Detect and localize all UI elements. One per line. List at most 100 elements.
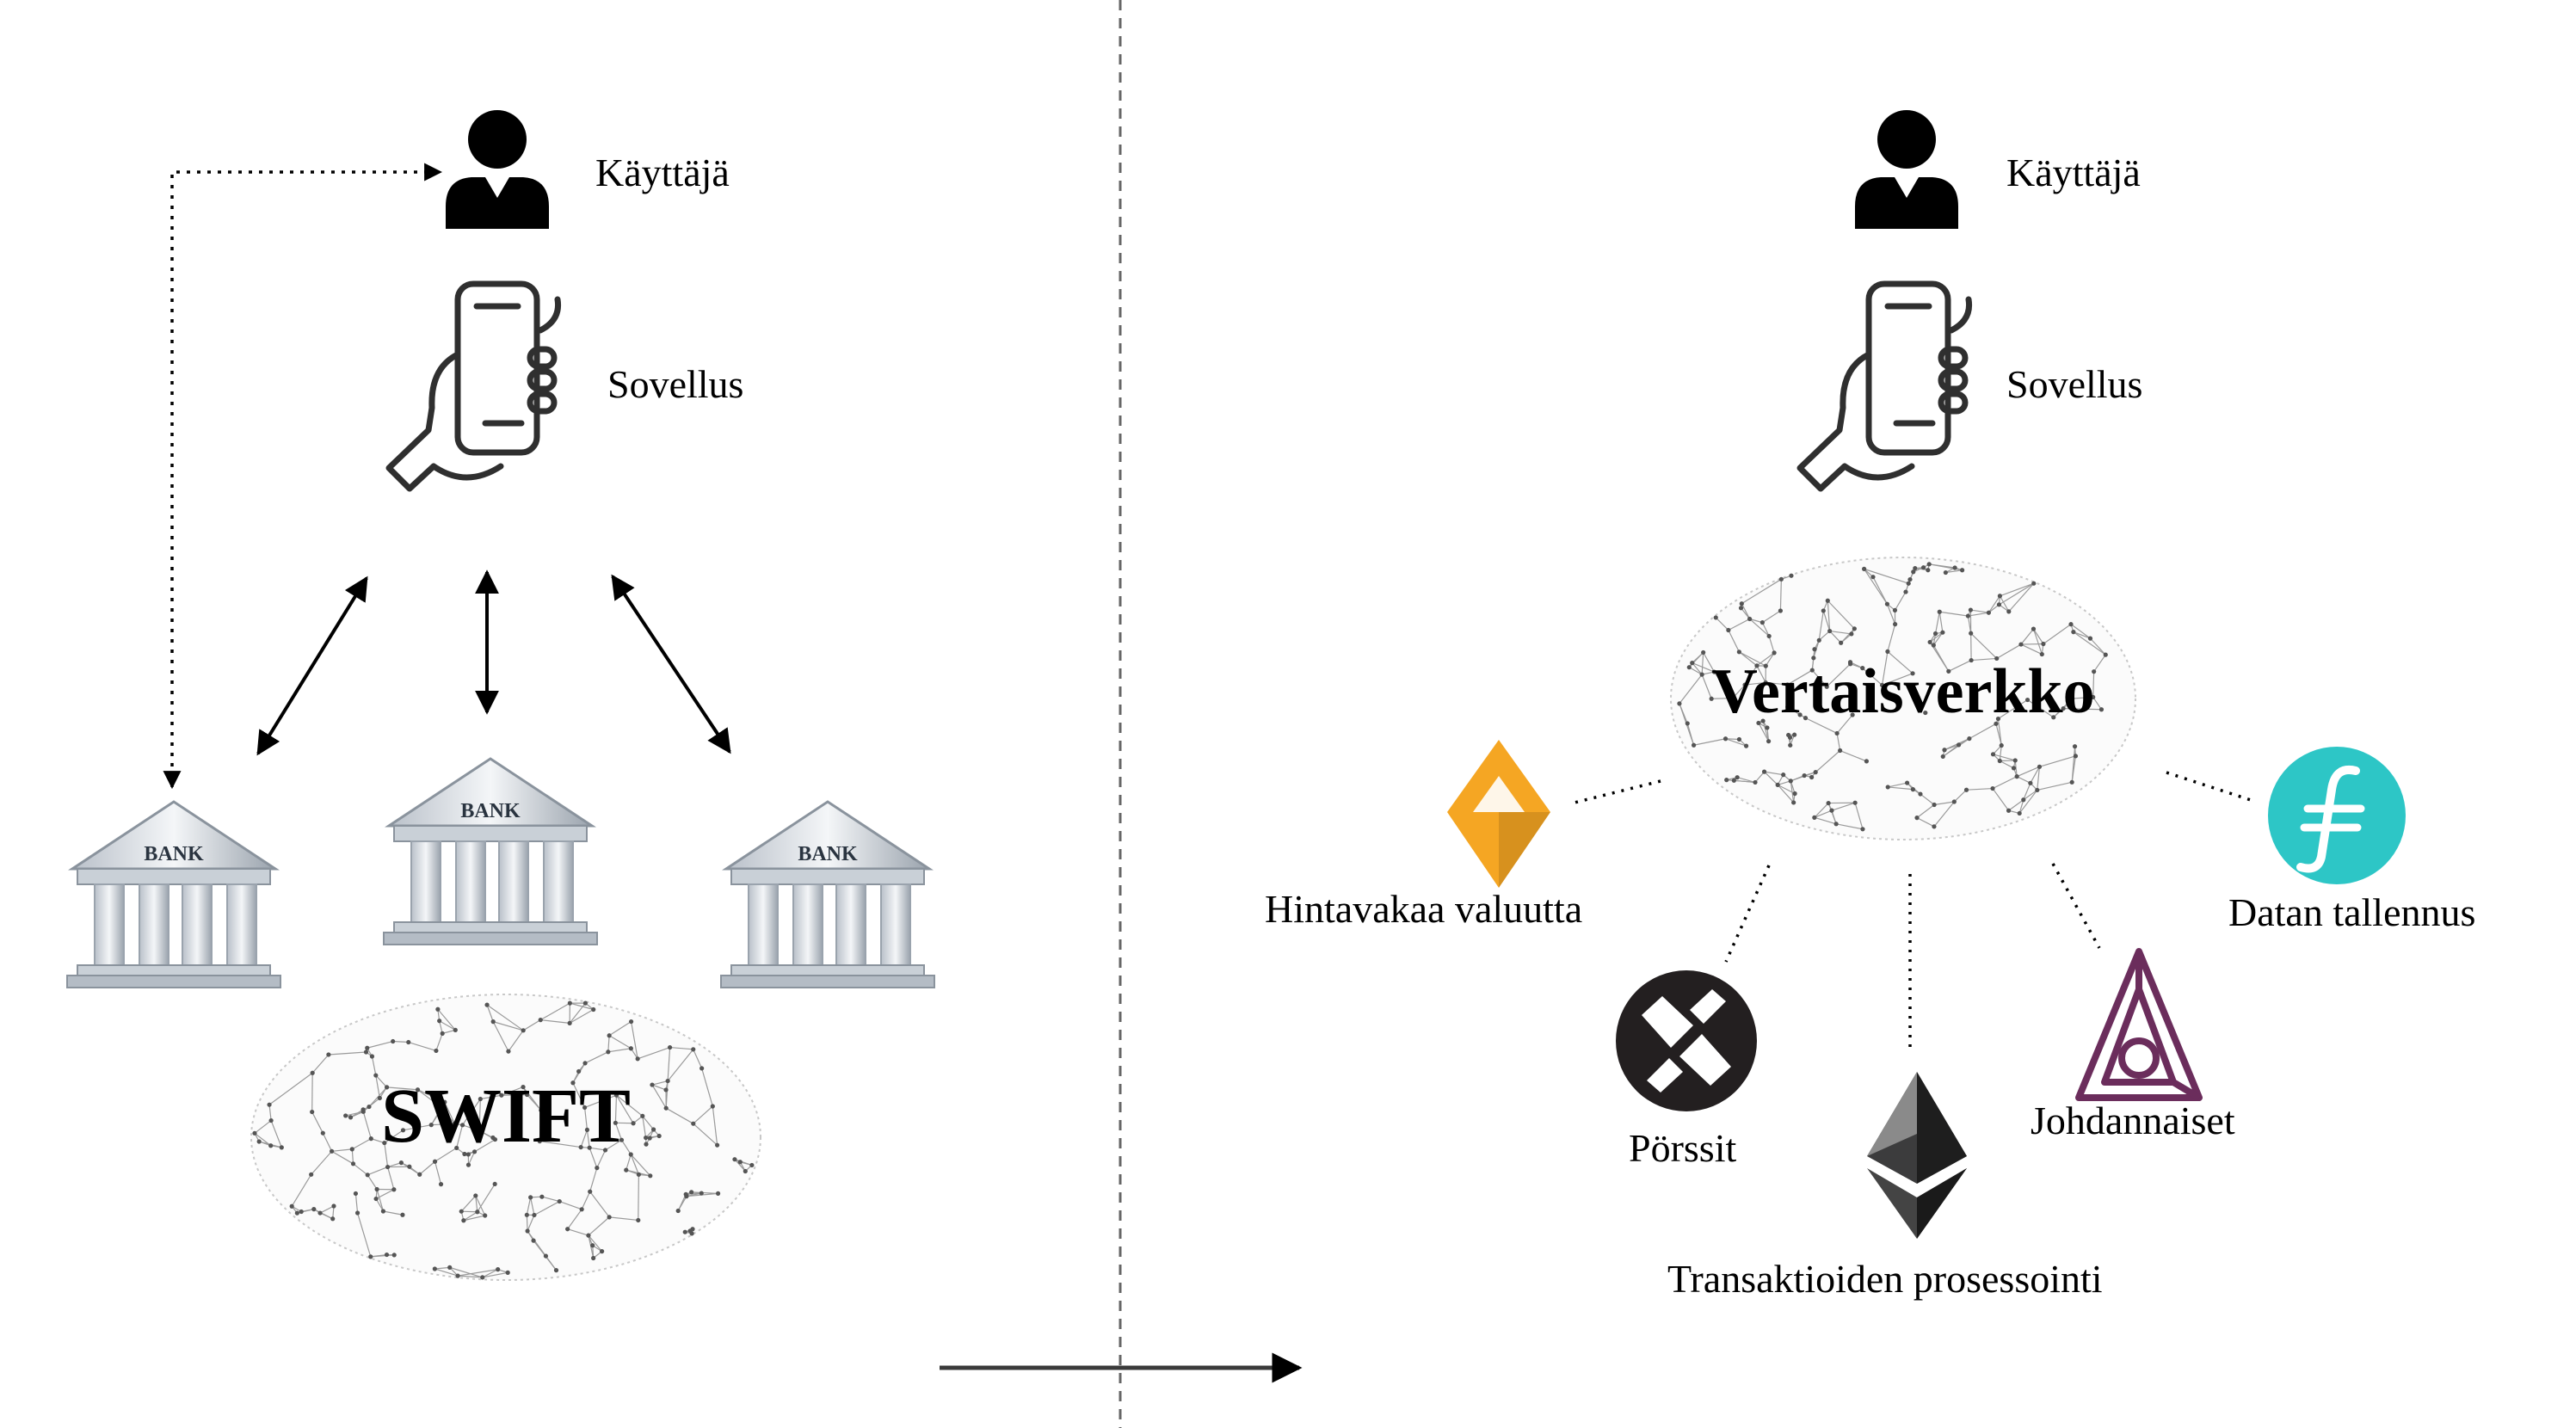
p2p-network-mesh — [1670, 557, 2136, 840]
network-node — [440, 1031, 445, 1036]
network-link — [351, 1148, 354, 1164]
network-link — [467, 1151, 476, 1166]
bank-icon-center — [382, 757, 599, 946]
network-link — [354, 1193, 359, 1214]
network-node — [289, 1203, 294, 1209]
network-node — [715, 1142, 720, 1148]
network-link — [638, 1174, 639, 1221]
network-node — [434, 1048, 439, 1054]
network-node — [317, 1210, 323, 1216]
network-node — [343, 1113, 348, 1118]
network-node — [1709, 696, 1714, 701]
network-link — [1778, 780, 1791, 785]
network-link — [1826, 663, 1852, 687]
network-node — [1994, 721, 1999, 726]
network-link — [1818, 631, 1831, 641]
network-link — [2073, 631, 2091, 639]
network-link — [1728, 630, 1740, 653]
network-link — [392, 1040, 409, 1043]
network-node — [1921, 565, 1926, 570]
network-node — [252, 1130, 257, 1136]
network-node — [385, 1164, 391, 1170]
network-node — [380, 1209, 386, 1214]
network-link — [614, 1095, 618, 1123]
network-node — [1885, 785, 1890, 790]
network-node — [1969, 657, 1974, 663]
network-link — [492, 1021, 509, 1052]
network-link — [2072, 696, 2093, 699]
network-node — [1997, 758, 2002, 764]
network-node — [1781, 772, 1786, 778]
network-node — [650, 1082, 655, 1087]
network-link — [1756, 652, 1775, 667]
network-link — [693, 1049, 703, 1069]
network-node — [1760, 718, 1766, 723]
network-node — [2031, 581, 2037, 586]
network-node — [567, 1000, 572, 1006]
network-node — [553, 1268, 559, 1273]
network-link — [387, 1166, 395, 1190]
network-node — [442, 1099, 447, 1105]
network-link — [375, 1074, 388, 1088]
network-node — [624, 1167, 629, 1173]
network-link — [1754, 771, 1766, 783]
network-link — [642, 1116, 647, 1138]
network-node — [2017, 810, 2022, 816]
network-node — [368, 1136, 373, 1142]
network-node — [1775, 782, 1780, 787]
network-link — [475, 1195, 486, 1216]
network-node — [644, 1135, 649, 1141]
network-link — [478, 1099, 481, 1131]
network-node — [268, 1143, 274, 1148]
network-node — [438, 1182, 444, 1187]
network-link — [268, 1072, 313, 1105]
network-link — [1836, 714, 1853, 734]
network-link — [1814, 809, 1833, 818]
network-link — [2092, 697, 2102, 711]
network-link — [2016, 766, 2040, 778]
network-node — [1829, 808, 1834, 813]
network-link — [2014, 760, 2018, 777]
network-link — [1854, 803, 1864, 829]
network-link — [533, 1201, 560, 1216]
network-link — [530, 1197, 535, 1216]
left-app-label: Sovellus — [607, 362, 744, 406]
network-link — [2071, 746, 2076, 783]
network-node — [1918, 791, 1923, 797]
network-node — [2006, 808, 2012, 813]
network-node — [1926, 562, 1932, 567]
network-link — [1887, 650, 1914, 674]
network-link — [1703, 652, 1715, 673]
network-link — [615, 1094, 634, 1124]
network-link — [1814, 803, 1829, 818]
network-node — [299, 1209, 304, 1215]
network-node — [1999, 742, 2004, 748]
network-link — [1872, 576, 1888, 605]
network-link — [1732, 684, 1746, 699]
network-node — [1739, 601, 1744, 606]
network-node — [1997, 594, 2003, 599]
network-node — [1738, 606, 1744, 611]
network-node — [256, 1139, 262, 1144]
network-link — [1701, 674, 1712, 699]
network-link — [1725, 738, 1747, 747]
network-link — [1713, 671, 1734, 699]
network-node — [1852, 626, 1857, 631]
network-link — [2063, 707, 2102, 711]
network-node — [373, 1196, 379, 1202]
network-node — [565, 1227, 570, 1232]
network-node — [1811, 656, 1816, 661]
network-node — [689, 1190, 694, 1195]
network-node — [496, 1267, 501, 1272]
network-link — [1864, 569, 1888, 605]
network-node — [400, 1128, 406, 1133]
network-node — [1911, 569, 1916, 575]
network-link — [2037, 781, 2073, 791]
network-node — [2091, 694, 2096, 700]
network-node — [1726, 627, 1731, 633]
network-link — [2039, 755, 2076, 767]
network-link — [1881, 651, 1889, 686]
network-link — [2000, 760, 2016, 762]
network-node — [1965, 613, 1971, 619]
network-node — [1809, 668, 1815, 673]
